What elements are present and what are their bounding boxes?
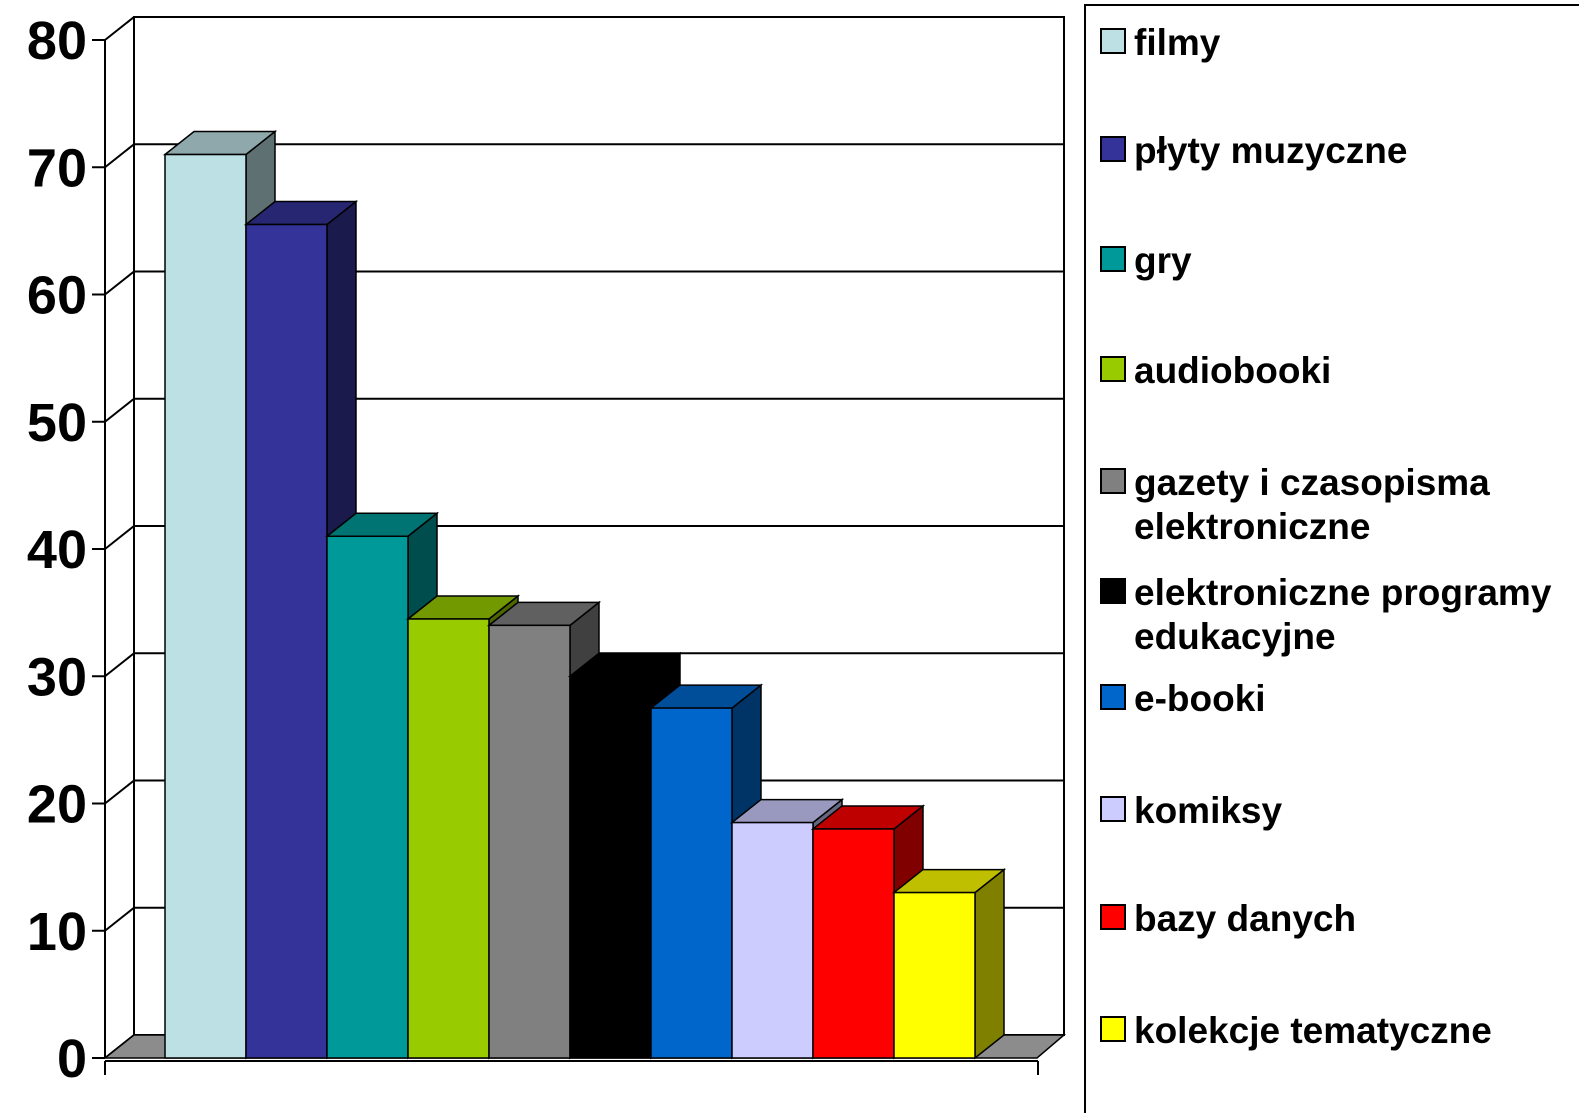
axis-connector [104, 525, 135, 550]
legend-swatch [1100, 904, 1126, 930]
value-axis: 0 10 20 30 40 50 60 70 80 [27, 11, 135, 1089]
legend-item: płyty muzyczne [1100, 130, 1407, 171]
bar-front [893, 891, 976, 1059]
y-tick-label: 10 [27, 902, 87, 962]
legend-box [1084, 4, 1579, 1113]
legend-item: gry [1100, 240, 1192, 281]
y-tick-label: 60 [27, 266, 87, 326]
axis-connector [104, 779, 135, 805]
legend-label: gry [1134, 240, 1192, 281]
legend-swatch [1100, 28, 1126, 54]
legend-label: elektroniczne programy edukacyjne [1134, 572, 1552, 657]
legend-item: gazety i czasopisma elektroniczne [1100, 462, 1490, 547]
bar-side [974, 868, 1005, 1060]
legend-swatch [1100, 356, 1126, 382]
legend-swatch [1100, 578, 1126, 604]
legend-label: e-booki [1134, 678, 1266, 719]
bar-front [407, 618, 490, 1059]
axis-connector [104, 270, 135, 296]
legend-item: filmy [1100, 22, 1221, 63]
legend: filmy płyty muzyczne gry audiobooki gazety i… [1084, 4, 1579, 1113]
legend-label: bazy danych [1134, 898, 1356, 939]
legend-swatch [1100, 246, 1126, 272]
bar-front [164, 153, 247, 1059]
y-tick-label: 20 [27, 775, 87, 835]
legend-label: kolekcje tematyczne [1134, 1010, 1492, 1051]
y-tick-label: 50 [27, 393, 87, 453]
bar-front [731, 821, 814, 1059]
y-tick-label: 30 [27, 647, 87, 707]
legend-label: filmy [1134, 22, 1221, 63]
legend-item: audiobooki [1100, 350, 1331, 391]
legend-label: komiksy [1134, 790, 1283, 831]
legend-swatch [1100, 796, 1126, 822]
axis-connector [104, 397, 135, 423]
bar-front [245, 223, 328, 1059]
axis-connector [104, 143, 135, 169]
axis-connector [104, 652, 135, 678]
y-tick-label: 70 [27, 138, 87, 198]
y-tick-label: 80 [27, 11, 87, 71]
bar-front [488, 624, 571, 1059]
y-tick-label: 0 [57, 1029, 87, 1089]
legend-item: komiksy [1100, 790, 1283, 831]
bar-kolekcje-tematyczne [891, 868, 1007, 1060]
axis-connector [104, 16, 135, 41]
legend-swatch [1100, 1016, 1126, 1042]
legend-swatch [1100, 136, 1126, 162]
bar-front [812, 828, 895, 1059]
legend-label: gazety i czasopisma elektroniczne [1134, 462, 1490, 547]
bar-front [326, 535, 409, 1059]
axis-connector [104, 906, 135, 932]
legend-swatch [1100, 684, 1126, 710]
legend-label: audiobooki [1134, 350, 1331, 391]
bar-front [569, 675, 652, 1059]
bar-front [650, 707, 733, 1059]
legend-swatch [1100, 468, 1126, 494]
legend-item: e-booki [1100, 678, 1266, 719]
legend-item: elektroniczne programy edukacyjne [1100, 572, 1552, 657]
legend-label: płyty muzyczne [1134, 130, 1407, 171]
bars [162, 129, 1007, 1060]
legend-item: kolekcje tematyczne [1100, 1010, 1492, 1051]
y-tick-label: 40 [27, 520, 87, 580]
legend-item: bazy danych [1100, 898, 1356, 939]
